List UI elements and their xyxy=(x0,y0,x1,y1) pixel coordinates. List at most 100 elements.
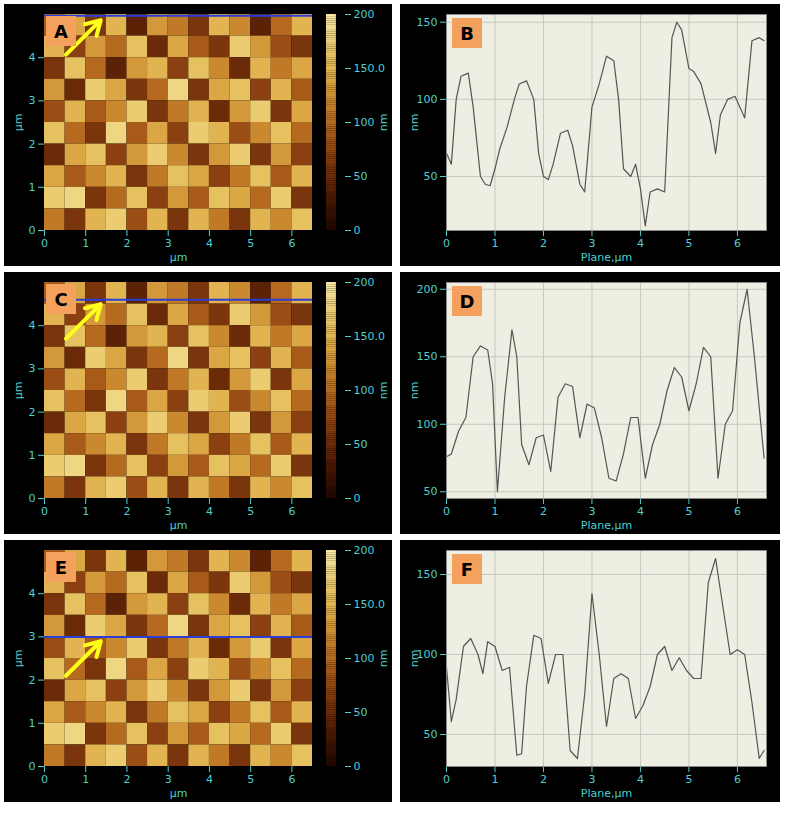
svg-text:Plane,µm: Plane,µm xyxy=(581,251,632,264)
svg-text:2: 2 xyxy=(29,406,36,419)
html-text:A: A xyxy=(54,20,68,42)
svg-text:1: 1 xyxy=(491,773,498,786)
svg-text:3: 3 xyxy=(588,505,595,518)
svg-text:nm: nm xyxy=(377,382,390,400)
svg-text:4: 4 xyxy=(29,587,36,600)
svg-text:0: 0 xyxy=(29,492,36,505)
svg-text:6: 6 xyxy=(734,237,741,250)
svg-text:6: 6 xyxy=(734,505,741,518)
svg-text:1: 1 xyxy=(82,773,89,786)
svg-text:4: 4 xyxy=(29,319,36,332)
svg-text:Plane,µm: Plane,µm xyxy=(581,519,632,532)
svg-text:0: 0 xyxy=(443,773,450,786)
svg-text:0: 0 xyxy=(354,224,361,237)
svg-text:1: 1 xyxy=(491,237,498,250)
svg-text:2: 2 xyxy=(123,505,130,518)
svg-text:4: 4 xyxy=(206,773,213,786)
svg-text:5: 5 xyxy=(685,237,692,250)
svg-text:1: 1 xyxy=(29,717,36,730)
svg-text:4: 4 xyxy=(637,237,644,250)
svg-text:1: 1 xyxy=(82,237,89,250)
svg-text:µm: µm xyxy=(12,650,25,668)
svg-text:2: 2 xyxy=(540,773,547,786)
svg-text:4: 4 xyxy=(206,505,213,518)
svg-text:150: 150 xyxy=(417,568,438,581)
svg-text:6: 6 xyxy=(288,773,295,786)
svg-text:50: 50 xyxy=(354,438,368,451)
svg-text:1: 1 xyxy=(491,505,498,518)
svg-text:150: 150 xyxy=(417,16,438,29)
svg-text:50: 50 xyxy=(424,170,438,183)
svg-text:50: 50 xyxy=(424,485,438,498)
svg-text:1: 1 xyxy=(82,505,89,518)
svg-text:nm: nm xyxy=(408,382,421,400)
svg-text:3: 3 xyxy=(29,94,36,107)
svg-text:nm: nm xyxy=(377,114,390,132)
svg-text:nm: nm xyxy=(408,650,421,668)
svg-text:0: 0 xyxy=(354,760,361,773)
svg-text:2: 2 xyxy=(29,674,36,687)
svg-text:1: 1 xyxy=(29,181,36,194)
svg-text:µm: µm xyxy=(12,382,25,400)
svg-text:150: 150 xyxy=(417,350,438,363)
svg-text:50: 50 xyxy=(354,170,368,183)
svg-text:100: 100 xyxy=(354,116,375,129)
svg-text:4: 4 xyxy=(637,505,644,518)
html-text:C: C xyxy=(54,288,68,310)
svg-text:150.0: 150.0 xyxy=(354,62,386,75)
svg-text:3: 3 xyxy=(588,237,595,250)
svg-text:150.0: 150.0 xyxy=(354,598,386,611)
svg-text:3: 3 xyxy=(165,773,172,786)
svg-text:2: 2 xyxy=(540,505,547,518)
svg-text:µm: µm xyxy=(170,787,188,800)
svg-text:100: 100 xyxy=(354,384,375,397)
svg-text:0: 0 xyxy=(29,760,36,773)
svg-text:50: 50 xyxy=(424,728,438,741)
svg-text:5: 5 xyxy=(685,505,692,518)
svg-text:0: 0 xyxy=(354,492,361,505)
svg-text:50: 50 xyxy=(354,706,368,719)
svg-text:2: 2 xyxy=(123,237,130,250)
svg-text:Plane,µm: Plane,µm xyxy=(581,787,632,800)
svg-text:3: 3 xyxy=(165,505,172,518)
svg-text:2: 2 xyxy=(29,138,36,151)
svg-text:100: 100 xyxy=(417,93,438,106)
svg-text:6: 6 xyxy=(288,505,295,518)
svg-text:0: 0 xyxy=(41,505,48,518)
svg-text:5: 5 xyxy=(247,505,254,518)
svg-text:0: 0 xyxy=(41,773,48,786)
svg-text:µm: µm xyxy=(12,114,25,132)
svg-text:2: 2 xyxy=(540,237,547,250)
svg-text:2: 2 xyxy=(123,773,130,786)
svg-text:6: 6 xyxy=(288,237,295,250)
svg-text:µm: µm xyxy=(170,519,188,532)
svg-text:5: 5 xyxy=(247,773,254,786)
svg-text:4: 4 xyxy=(206,237,213,250)
svg-text:0: 0 xyxy=(41,237,48,250)
svg-text:nm: nm xyxy=(408,114,421,132)
svg-text:6: 6 xyxy=(734,773,741,786)
svg-text:3: 3 xyxy=(165,237,172,250)
svg-text:150.0: 150.0 xyxy=(354,330,386,343)
svg-text:200: 200 xyxy=(354,544,375,557)
svg-text:nm: nm xyxy=(377,650,390,668)
svg-text:0: 0 xyxy=(443,237,450,250)
html-text:D: D xyxy=(459,290,475,312)
svg-text:0: 0 xyxy=(443,505,450,518)
svg-text:100: 100 xyxy=(417,418,438,431)
svg-text:3: 3 xyxy=(588,773,595,786)
svg-text:µm: µm xyxy=(170,251,188,264)
svg-text:5: 5 xyxy=(685,773,692,786)
svg-text:0: 0 xyxy=(29,224,36,237)
svg-text:4: 4 xyxy=(637,773,644,786)
svg-text:100: 100 xyxy=(354,652,375,665)
html-text:B: B xyxy=(460,22,474,44)
svg-text:200: 200 xyxy=(354,276,375,289)
svg-text:3: 3 xyxy=(29,630,36,643)
svg-text:5: 5 xyxy=(247,237,254,250)
svg-text:3: 3 xyxy=(29,362,36,375)
svg-text:4: 4 xyxy=(29,51,36,64)
svg-text:200: 200 xyxy=(417,283,438,296)
svg-text:1: 1 xyxy=(29,449,36,462)
svg-text:200: 200 xyxy=(354,8,375,21)
